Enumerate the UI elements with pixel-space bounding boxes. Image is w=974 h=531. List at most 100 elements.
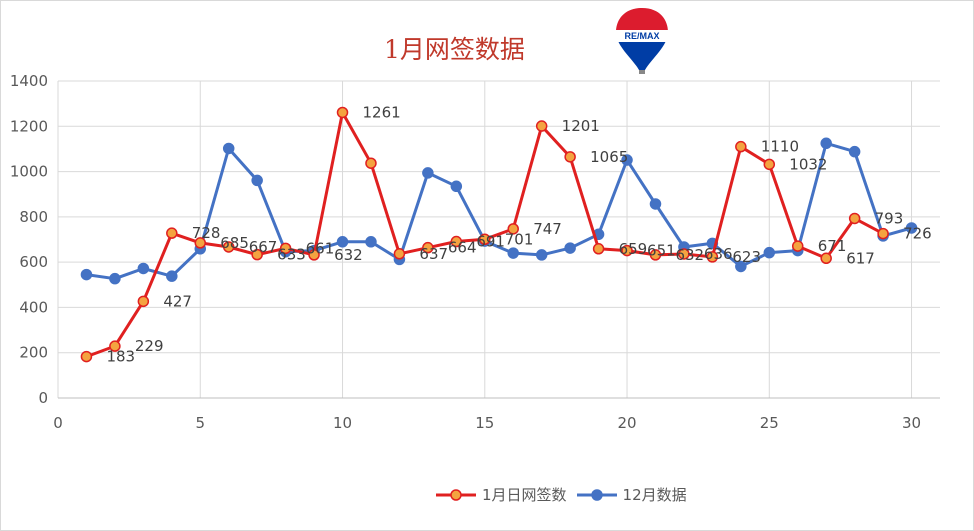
series-1-point	[251, 248, 263, 261]
x-tick-label: 20	[617, 414, 636, 432]
y-tick-label: 1000	[10, 163, 48, 181]
series-1-point	[848, 212, 861, 225]
y-tick-label: 800	[19, 208, 48, 226]
series-2-point	[763, 246, 776, 259]
data-label: 636	[704, 245, 733, 263]
series-1-point	[791, 240, 804, 252]
data-label: 637	[419, 245, 448, 263]
legend-swatch-series-2	[576, 488, 617, 501]
series-2-point	[80, 268, 93, 281]
series-2-point	[222, 142, 235, 155]
chart-title: 1月网签数据	[384, 35, 525, 64]
series-2-point	[820, 137, 832, 150]
y-tick-label: 200	[19, 344, 48, 362]
series-1-point	[564, 151, 576, 163]
series-1-point	[279, 242, 292, 255]
data-label: 685	[220, 234, 249, 252]
series-1-point	[763, 158, 776, 171]
legend-label-series-1: 1月日网签数	[482, 486, 567, 504]
series-2-point	[735, 260, 747, 273]
legend-item-series-1: 1月日网签数	[434, 484, 567, 505]
x-tick-label: 10	[333, 414, 352, 432]
series-2-point	[450, 180, 463, 193]
series-2-point	[507, 247, 519, 259]
series-2-point	[166, 270, 178, 282]
data-label: 183	[106, 348, 135, 366]
data-label: 747	[533, 220, 562, 238]
series-1-point	[308, 249, 320, 261]
series-1-point	[592, 243, 605, 255]
series-line-2	[86, 141, 912, 281]
data-label: 793	[875, 209, 904, 227]
series-1-point	[735, 140, 747, 153]
series-1-point	[222, 241, 235, 253]
series-2-point	[905, 222, 918, 234]
data-label: 427	[163, 292, 192, 310]
series-1-point	[194, 237, 207, 249]
series-1-point	[535, 120, 548, 132]
data-label: 1201	[562, 117, 600, 135]
data-label: 632	[675, 246, 704, 264]
series-2-point	[649, 198, 662, 210]
data-label: 229	[135, 337, 164, 355]
series-2-point	[848, 145, 861, 158]
legend-swatch-series-1	[436, 488, 476, 501]
series-1-point	[109, 340, 121, 352]
data-label: 1261	[363, 103, 401, 121]
series-1-point	[820, 252, 832, 265]
data-label: 667	[249, 238, 278, 256]
series-2-point	[109, 272, 121, 285]
x-tick-label: 25	[760, 414, 779, 432]
data-label: 664	[448, 239, 477, 257]
y-tick-label: 600	[19, 253, 48, 271]
legend-item-series-2: 12月数据	[575, 484, 687, 505]
svg-text:RE/MAX: RE/MAX	[624, 31, 659, 41]
series-2-point	[621, 154, 633, 166]
x-tick-label: 30	[902, 414, 921, 432]
data-label: 701	[505, 230, 534, 248]
data-label: 651	[647, 242, 676, 260]
series-1-point	[80, 350, 93, 363]
series-1-point	[365, 157, 377, 169]
data-label: 661	[306, 239, 335, 257]
y-tick-label: 0	[38, 389, 48, 407]
series-2-point	[535, 249, 548, 261]
data-label: 1065	[590, 148, 628, 166]
series-2-point	[137, 262, 150, 275]
series-1-point	[479, 233, 491, 246]
chart-legend: 1月日网签数 12月数据	[434, 484, 695, 505]
series-1-point	[649, 249, 662, 261]
series-1-point	[507, 223, 519, 235]
series-1-point	[678, 248, 690, 260]
series-2-point	[251, 174, 263, 187]
series-1-point	[706, 251, 719, 263]
data-label: 617	[846, 249, 875, 267]
data-label: 633	[277, 246, 306, 264]
series-1-point	[137, 295, 150, 308]
series-2-point	[422, 167, 434, 179]
data-label: 623	[732, 248, 761, 266]
series-1-point	[877, 227, 889, 240]
data-label: 671	[818, 237, 847, 255]
y-tick-label: 1400	[10, 72, 48, 90]
series-2-point	[336, 236, 349, 248]
y-tick-label: 400	[19, 298, 48, 316]
series-1-point	[422, 241, 434, 254]
series-1-point	[336, 106, 349, 119]
series-2-point	[564, 242, 576, 254]
data-label: 1032	[789, 155, 827, 173]
series-2-point	[365, 236, 377, 248]
remax-balloon-logo: RE/MAX	[616, 8, 668, 74]
series-1-point	[450, 235, 463, 248]
legend-label-series-2: 12月数据	[622, 486, 687, 504]
data-label: 726	[903, 225, 932, 243]
x-tick-label: 5	[195, 414, 205, 432]
data-label: 632	[334, 246, 363, 264]
data-label: 1110	[761, 138, 799, 156]
data-label: 728	[192, 224, 221, 242]
series-1-point	[393, 248, 406, 260]
x-tick-label: 0	[53, 414, 63, 432]
series-1-point	[166, 227, 178, 239]
